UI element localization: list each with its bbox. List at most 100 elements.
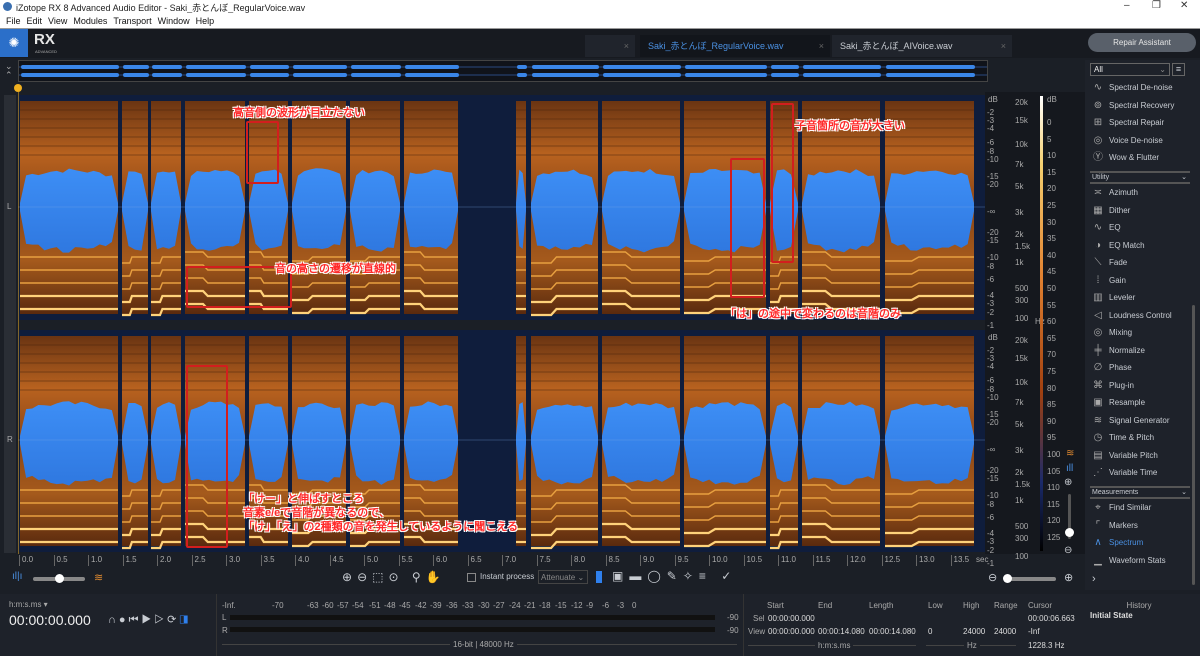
horizontal-zoom-slider[interactable] <box>1003 574 1056 583</box>
module-filter-select[interactable]: All ⌄ <box>1090 63 1170 76</box>
collapse-overview-icon[interactable]: ⌄ ⌃ <box>5 61 13 80</box>
module-eq-match[interactable]: ◑ EQ Match <box>1090 238 1190 254</box>
view-length-field[interactable]: 00:00:14.080 <box>869 627 916 636</box>
freq-selection-icon[interactable]: ▣ <box>612 569 630 583</box>
module-mixing[interactable]: ◎ Mixing <box>1090 325 1190 341</box>
horizontal-zoom-out-icon[interactable]: ⊖ <box>988 572 998 584</box>
zoom-in-icon[interactable]: ⊕ <box>342 570 358 584</box>
module-plug-in[interactable]: ⌘ Plug-in <box>1090 378 1190 394</box>
module-list-scrollbar[interactable] <box>1192 305 1195 585</box>
zoom-out-vertical-icon[interactable]: ⊖ <box>1064 545 1073 556</box>
module-leveler[interactable]: ▥ Leveler <box>1090 290 1190 306</box>
play-icon[interactable]: ▶ <box>141 614 155 626</box>
rewind-icon[interactable]: ⏮ <box>128 614 142 626</box>
module-loudness-control[interactable]: ◁ Loudness Control <box>1090 308 1190 324</box>
time-selection-tool-icon[interactable] <box>596 571 602 583</box>
vertical-zoom-slider[interactable] <box>1065 494 1074 539</box>
headphones-icon[interactable]: ∩ <box>108 614 119 626</box>
menu-transport[interactable]: Transport <box>113 16 152 26</box>
brush-icon[interactable]: ✎ <box>666 569 683 583</box>
opacity-slider[interactable] <box>33 574 85 583</box>
module-spectrum[interactable]: ∧ Spectrum <box>1090 535 1190 551</box>
loop-icon[interactable]: ⟳ <box>167 614 180 626</box>
magic-wand-icon[interactable]: ✧ <box>682 569 699 583</box>
annotation-box-high-freq <box>246 121 279 184</box>
waveform-view-icon[interactable]: ıll <box>1066 463 1074 474</box>
waveform-toggle-icon[interactable]: ıl|ı <box>12 571 23 582</box>
view-range-field[interactable]: 24000 <box>994 627 1017 636</box>
menu-view[interactable]: View <box>48 16 68 26</box>
history-item[interactable]: Initial State <box>1090 611 1133 620</box>
follow-playhead-icon[interactable]: ◨ <box>179 614 192 626</box>
module-signal-generator[interactable]: ≋ Signal Generator <box>1090 413 1190 429</box>
view-end-field[interactable]: 00:00:14.080 <box>818 627 865 636</box>
menu-window[interactable]: Window <box>157 16 190 26</box>
zoom-out-icon[interactable]: ⊖ <box>357 570 373 584</box>
color-scale-tick: 5 <box>1047 134 1052 144</box>
module-variable-time[interactable]: ⋰ Variable Time <box>1090 465 1190 481</box>
close-button[interactable]: ✕ <box>1180 0 1189 11</box>
menu-modules[interactable]: Modules <box>73 16 108 26</box>
expand-panel-icon[interactable]: › <box>1092 573 1096 585</box>
spectrogram-view-icon[interactable]: ≋ <box>1066 448 1075 459</box>
module-phase[interactable]: ∅ Phase <box>1090 360 1190 376</box>
play-selection-icon[interactable]: ▷ <box>154 614 168 626</box>
playhead-marker-icon[interactable] <box>14 84 22 92</box>
repair-assistant-button[interactable]: Repair Assistant <box>1088 33 1196 52</box>
range-header: Range <box>994 601 1018 610</box>
close-tab-icon[interactable]: × <box>1000 41 1006 51</box>
zoom-fit-icon[interactable]: ⊙ <box>388 570 404 584</box>
module-list-menu-icon[interactable]: ≡ <box>1172 63 1185 76</box>
module-waveform-stats[interactable]: ▁ Waveform Stats <box>1090 553 1190 569</box>
instant-process-checkbox[interactable] <box>467 573 476 582</box>
meter-tick: 0 <box>632 601 637 610</box>
menu-edit[interactable]: Edit <box>26 16 43 26</box>
magnify-icon[interactable]: ⚲ <box>411 570 426 584</box>
spectrogram-toggle-icon[interactable]: ≋ <box>94 572 104 584</box>
module-gain[interactable]: ⁞ Gain <box>1090 273 1190 289</box>
module-spectral-de-noise[interactable]: ∿ Spectral De-noise <box>1090 80 1190 96</box>
module-azimuth[interactable]: ≍ Azimuth <box>1090 185 1190 201</box>
time-freq-selection-icon[interactable]: ▬ <box>629 569 648 583</box>
module-spectral-repair[interactable]: ⊞ Spectral Repair <box>1090 115 1190 131</box>
tab-regular-voice[interactable]: Saki_赤とんぼ_RegularVoice.wav × <box>640 35 830 57</box>
module-dither[interactable]: ▦ Dither <box>1090 203 1190 219</box>
harmonic-line <box>404 535 458 544</box>
module-fade[interactable]: ⟍ Fade <box>1090 255 1190 271</box>
module-markers[interactable]: ⌜ Markers <box>1090 518 1190 534</box>
module-variable-pitch[interactable]: ▤ Variable Pitch <box>1090 448 1190 464</box>
restore-button[interactable]: ❐ <box>1152 0 1161 11</box>
module-find-similar[interactable]: ⌖ Find Similar <box>1090 500 1190 516</box>
hand-icon[interactable]: ✋ <box>425 570 446 584</box>
close-tab-icon[interactable]: × <box>818 41 824 51</box>
view-start-field[interactable]: 00:00:00.000 <box>768 627 815 636</box>
section-measurements[interactable]: Measurements ⌄ <box>1090 485 1190 499</box>
horizontal-zoom-in-icon[interactable]: ⊕ <box>1064 572 1074 584</box>
section-utility[interactable]: Utility ⌄ <box>1090 170 1190 184</box>
module-spectral-recovery[interactable]: ⊚ Spectral Recovery <box>1090 98 1190 114</box>
lasso-icon[interactable]: ◯ <box>647 569 667 583</box>
view-low-field[interactable]: 0 <box>928 627 933 636</box>
harmonic-selection-icon[interactable]: ≡ <box>698 569 712 583</box>
module-wow-flutter[interactable]: Ⓨ Wow & Flutter <box>1090 150 1190 166</box>
spectrogram[interactable] <box>18 92 985 554</box>
module-resample[interactable]: ▣ Resample <box>1090 395 1190 411</box>
record-icon[interactable]: ● <box>118 614 129 626</box>
module-eq[interactable]: ∿ EQ <box>1090 220 1190 236</box>
process-mode-select[interactable]: Attenuate ⌄ <box>538 570 588 584</box>
tab-ai-voice[interactable]: Saki_赤とんぼ_AIVoice.wav × <box>832 35 1012 57</box>
minimize-button[interactable]: – <box>1124 0 1130 11</box>
menu-help[interactable]: Help <box>195 16 215 26</box>
view-high-field[interactable]: 24000 <box>963 627 986 636</box>
time-format-select[interactable]: h:m:s.ms ▾ <box>9 600 48 609</box>
zoom-selection-icon[interactable]: ⬚ <box>372 570 389 584</box>
module-normalize[interactable]: ╪ Normalize <box>1090 343 1190 359</box>
instant-process-tool-icon[interactable]: ✓ <box>721 569 738 583</box>
module-voice-de-noise[interactable]: ◎ Voice De-noise <box>1090 133 1190 149</box>
waveform-overview[interactable] <box>18 60 988 82</box>
menu-file[interactable]: File <box>6 16 21 26</box>
zoom-in-vertical-icon[interactable]: ⊕ <box>1064 477 1073 488</box>
sel-start-field[interactable]: 00:00:00.000 <box>768 614 815 623</box>
tab-hidden[interactable]: × <box>585 35 635 57</box>
module-time-pitch[interactable]: ◷ Time & Pitch <box>1090 430 1190 446</box>
